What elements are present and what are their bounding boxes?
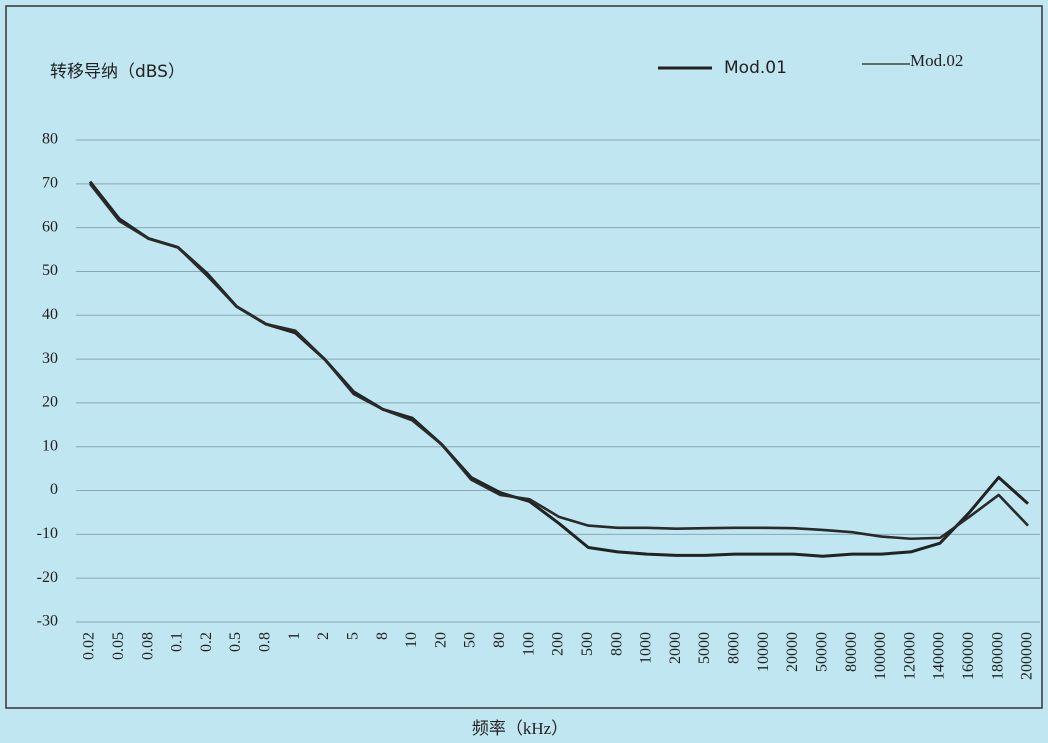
x-tick-label: 1000	[638, 632, 655, 664]
x-tick-label: 200	[550, 632, 567, 656]
series-line	[88, 183, 1029, 541]
y-tick-label: -10	[37, 525, 58, 542]
legend-label: Mod.01	[724, 58, 787, 78]
y-tick-label: 80	[42, 131, 58, 148]
x-tick-label: 100	[520, 632, 537, 656]
y-tick-label: -30	[37, 613, 58, 630]
x-tick-label: 2	[315, 632, 332, 640]
x-tick-label: 100000	[872, 632, 889, 680]
x-tick-label: 500	[579, 632, 596, 656]
y-tick-label: -20	[37, 569, 58, 586]
x-tick-label: 80	[491, 632, 508, 648]
legend-label: Mod.02	[910, 51, 963, 70]
y-tick-label: 50	[42, 262, 58, 279]
x-tick-label: 8	[374, 632, 391, 640]
x-tick-label: 0.1	[169, 632, 186, 652]
x-tick-label: 800	[608, 632, 625, 656]
y-tick-label: 20	[42, 394, 58, 411]
x-tick-label: 10000	[755, 632, 772, 672]
chart-frame	[5, 5, 1043, 709]
x-tick-label: 20	[432, 632, 449, 648]
x-tick-label: 10	[403, 632, 420, 648]
y-tick-label: 60	[42, 218, 58, 235]
y-tick-label: 70	[42, 174, 58, 191]
x-tick-label: 0.2	[198, 632, 215, 652]
x-tick-label: 0.05	[110, 632, 127, 660]
x-tick-label: 160000	[960, 632, 977, 680]
y-tick-label: 40	[42, 306, 58, 323]
y-tick-label: 30	[42, 350, 58, 367]
x-axis-title: 频率（kHz）	[472, 719, 568, 738]
x-tick-label: 50000	[813, 632, 830, 672]
x-tick-label: 8000	[726, 632, 743, 664]
x-tick-label: 0.5	[227, 632, 244, 652]
x-tick-label: 120000	[901, 632, 918, 680]
x-tick-label: 0.02	[81, 632, 98, 660]
x-tick-label: 5	[344, 632, 361, 640]
x-tick-label: 2000	[667, 632, 684, 664]
y-tick-label: 10	[42, 437, 58, 454]
x-tick-label: 140000	[931, 632, 948, 680]
x-tick-label: 50	[462, 632, 479, 648]
y-axis-title: 转移导纳（dBS）	[50, 62, 185, 82]
x-tick-label: 200000	[1019, 632, 1036, 680]
x-tick-label: 1	[286, 632, 303, 640]
y-tick-label: 0	[50, 481, 58, 498]
x-tick-label: 80000	[843, 632, 860, 672]
x-tick-label: 0.8	[257, 632, 274, 652]
x-tick-label: 5000	[696, 632, 713, 664]
x-tick-label: 20000	[784, 632, 801, 672]
x-tick-label: 0.08	[139, 632, 156, 660]
x-tick-label: 180000	[989, 632, 1006, 680]
